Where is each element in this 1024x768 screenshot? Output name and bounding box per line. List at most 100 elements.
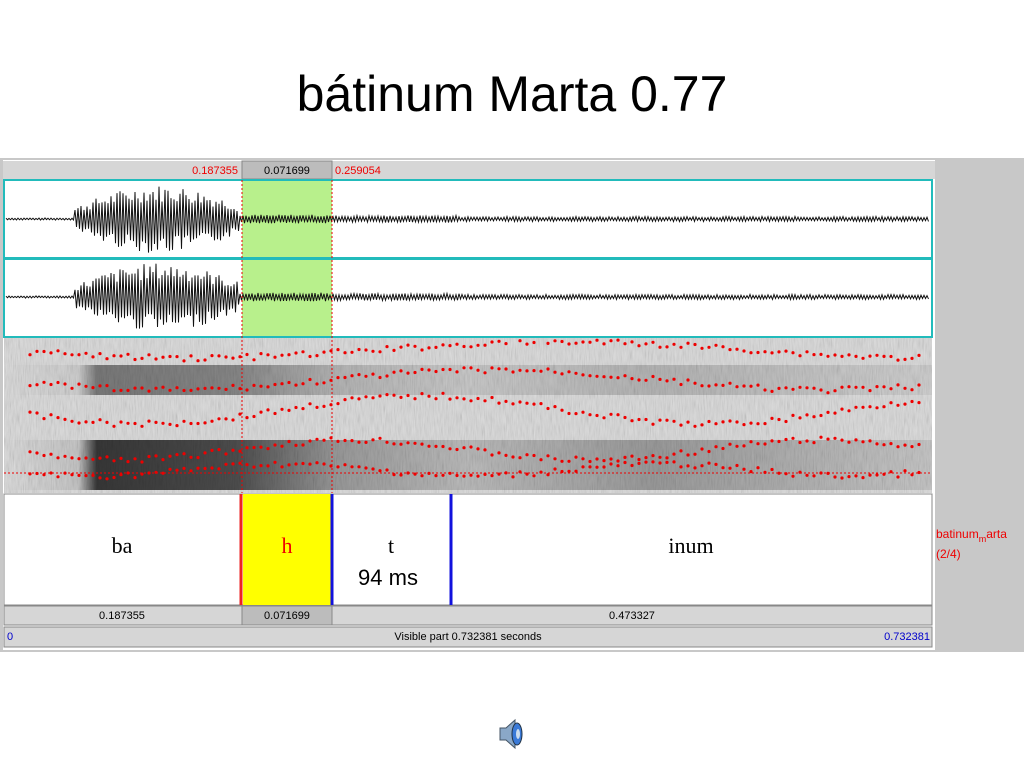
- duration-label[interactable]: 0.187355: [99, 610, 145, 622]
- formant-dot: [399, 442, 403, 446]
- formant-dot: [287, 408, 291, 412]
- formant-dot: [469, 473, 473, 477]
- formant-dot: [546, 341, 550, 345]
- formant-dot: [441, 473, 445, 477]
- formant-dot: [217, 386, 221, 390]
- formant-dot: [56, 456, 60, 460]
- formant-dot: [322, 462, 326, 466]
- formant-dot: [889, 387, 893, 391]
- formant-dot: [840, 385, 844, 389]
- duration-label[interactable]: 0.473327: [609, 610, 655, 622]
- formant-dot: [756, 383, 760, 387]
- formant-dot: [210, 354, 214, 358]
- formant-dot: [721, 466, 725, 470]
- formant-dot: [588, 459, 592, 464]
- formant-dot: [497, 339, 501, 343]
- tier-name: batinummarta: [936, 527, 1007, 544]
- formant-dot: [168, 354, 172, 359]
- formant-dot: [196, 359, 200, 363]
- tier-name-sub: m: [979, 534, 987, 544]
- formant-dot: [728, 348, 732, 352]
- formant-dot: [714, 383, 718, 387]
- formant-dot: [91, 386, 95, 390]
- formant-dot: [693, 424, 697, 428]
- formant-dot: [581, 410, 585, 414]
- visible-bar[interactable]: [3, 626, 933, 648]
- formant-dot: [175, 355, 179, 359]
- formant-dot: [707, 419, 711, 424]
- formant-dot: [483, 448, 487, 452]
- formant-dot: [245, 446, 249, 450]
- formant-dot: [280, 382, 284, 386]
- formant-dot: [840, 354, 844, 358]
- formant-dot: [350, 439, 354, 443]
- formant-dot: [735, 463, 739, 468]
- formant-dot: [560, 339, 564, 344]
- formant-dot: [350, 374, 354, 378]
- formant-dot: [154, 386, 158, 390]
- slide-title: bátinum Marta 0.77: [297, 66, 728, 122]
- formant-dot: [84, 351, 88, 355]
- formant-dot: [322, 438, 326, 442]
- formant-dot: [525, 472, 529, 476]
- formant-dot: [749, 440, 753, 444]
- formant-dot: [259, 445, 263, 449]
- formant-dot: [266, 353, 270, 357]
- formant-dot: [280, 465, 284, 469]
- formant-dot: [658, 345, 662, 349]
- formant-dot: [777, 417, 781, 422]
- interval-label: ba: [112, 533, 133, 558]
- formant-dot: [644, 456, 648, 460]
- formant-dot: [735, 444, 739, 448]
- formant-dot: [714, 422, 718, 426]
- formant-dot: [385, 440, 389, 444]
- formant-dot: [490, 340, 494, 344]
- formant-dot: [819, 388, 823, 392]
- formant-dot: [245, 463, 249, 467]
- formant-dot: [42, 349, 46, 354]
- formant-dot: [441, 367, 445, 372]
- formant-dot: [455, 396, 459, 400]
- visible-end: 0.732381: [884, 631, 930, 643]
- formant-dot: [476, 447, 480, 451]
- formant-dot: [119, 420, 123, 424]
- formant-dot: [672, 377, 676, 381]
- formant-dot: [49, 471, 53, 475]
- formant-dot: [875, 442, 879, 446]
- formant-dot: [483, 399, 487, 403]
- formant-dot: [826, 354, 830, 358]
- formant-dot: [546, 454, 550, 458]
- formant-dot: [686, 453, 690, 457]
- formant-dot: [427, 394, 431, 398]
- formant-dot: [217, 467, 221, 471]
- formant-dot: [133, 476, 137, 480]
- formant-dot: [714, 445, 718, 449]
- formant-dot: [833, 436, 837, 440]
- formant-dot: [259, 352, 263, 356]
- duration-label[interactable]: 0.071699: [264, 610, 310, 622]
- formant-dot: [77, 421, 81, 425]
- formant-dot: [259, 410, 263, 414]
- formant-dot: [721, 446, 725, 451]
- formant-dot: [462, 446, 466, 450]
- formant-dot: [315, 461, 319, 465]
- formant-dot: [420, 348, 424, 352]
- formant-dot: [476, 474, 480, 478]
- formant-dot: [147, 389, 151, 393]
- selected-interval[interactable]: [243, 494, 331, 605]
- formant-dot: [770, 467, 774, 472]
- formant-dot: [105, 477, 109, 481]
- visible-start: 0: [7, 631, 13, 643]
- formant-dot: [672, 419, 676, 423]
- formant-dot: [504, 399, 508, 403]
- formant-dot: [910, 356, 914, 360]
- audio-icon[interactable]: [499, 718, 523, 750]
- formant-dot: [469, 366, 473, 370]
- formant-dot: [196, 466, 200, 470]
- formant-dot: [882, 385, 886, 389]
- formant-dot: [679, 465, 683, 469]
- formant-dot: [98, 352, 102, 356]
- formant-dot: [161, 385, 165, 389]
- formant-dot: [301, 461, 305, 466]
